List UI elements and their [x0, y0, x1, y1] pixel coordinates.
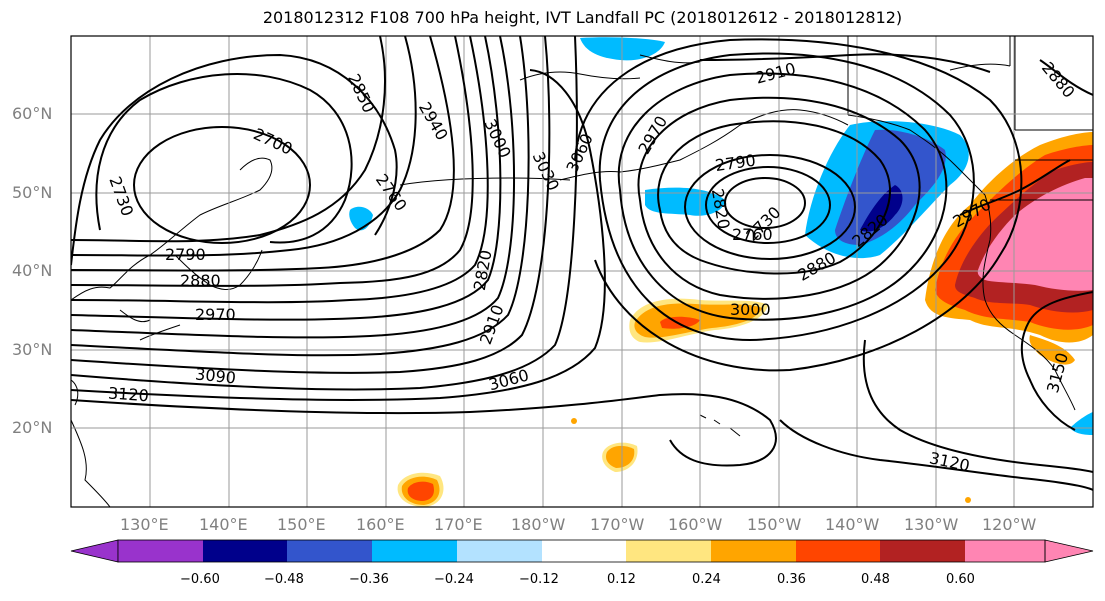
height-contours — [71, 36, 1093, 491]
contour-ridge-6 — [71, 36, 502, 321]
lat-label-60n: 60°N — [12, 104, 53, 123]
contour-ridge-10 — [71, 36, 578, 391]
gridlines — [71, 36, 1093, 507]
lat-label-40n: 40°N — [12, 261, 53, 280]
colorbar-tick-label: 0.48 — [861, 572, 890, 587]
colorbar-segment — [542, 540, 626, 562]
coastline-north-america — [982, 36, 1093, 411]
colorbar-segment — [457, 540, 542, 562]
contour-ridge-7 — [71, 36, 516, 339]
ivt-positive-subtropical-east-core — [660, 316, 700, 329]
contour-label: 2760 — [732, 225, 773, 244]
coastline-hawaii — [699, 414, 741, 437]
contour-low-east-1 — [724, 177, 806, 229]
contour-label: 2970 — [195, 305, 236, 324]
contour-3120 — [71, 393, 777, 467]
lon-label-180w: 180°W — [511, 515, 566, 534]
colorbar-tick-label: −0.24 — [434, 572, 474, 587]
figure-title: 2018012312 F108 700 hPa height, IVT Land… — [262, 8, 903, 27]
colorbar — [70, 539, 1094, 563]
map-body: 2700 2730 2760 2790 2880 2970 3090 3120 … — [71, 36, 1093, 507]
lon-label-130w: 130°W — [904, 515, 959, 534]
colorbar-segment — [965, 540, 1045, 562]
colorbar-extend-low — [70, 539, 119, 563]
coastline-aleutians — [399, 177, 571, 186]
colorbar-tick-label: −0.12 — [519, 572, 559, 587]
contour-label: 3090 — [194, 364, 236, 387]
ivt-positive-dot-2 — [965, 497, 971, 503]
contour-ridge-11 — [71, 69, 606, 401]
colorbar-frame — [117, 539, 1046, 563]
contour-low-east-8 — [574, 38, 1023, 372]
colorbar-extend-high — [1044, 539, 1094, 563]
colorbar-tick-label: 0.24 — [692, 572, 721, 587]
lon-label-140w: 140°W — [825, 515, 880, 534]
lon-label-140e: 140°E — [199, 515, 248, 534]
contour-label: 3120 — [107, 383, 149, 405]
contour-low-west-1 — [133, 126, 311, 244]
colorbar-segment — [118, 540, 203, 562]
contour-3120-east — [862, 339, 1093, 473]
contour-low-west-2 — [95, 72, 353, 244]
colorbar-segment — [626, 540, 711, 562]
contour-low-east-6 — [617, 72, 948, 321]
lat-label-20n: 20°N — [12, 418, 53, 437]
contour-label: 3000 — [730, 300, 771, 319]
contour-low-east-4 — [657, 120, 891, 275]
colorbar-tick-label: 0.12 — [607, 572, 636, 587]
colorbar-tick-label: −0.36 — [349, 572, 389, 587]
lon-label-150w: 150°W — [747, 515, 802, 534]
colorbar-segment — [796, 540, 880, 562]
lat-label-50n: 50°N — [12, 183, 53, 202]
contour-ridge-1 — [71, 36, 386, 243]
contour-ridge-9 — [71, 36, 551, 374]
contour-ridge-5 — [71, 36, 489, 304]
contour-low-west-3 — [71, 53, 398, 266]
coastline-alaska — [559, 36, 986, 196]
lon-label-170e: 170°E — [434, 515, 483, 534]
ivt-positive-westcoast-core — [977, 178, 1093, 291]
map-frame — [70, 35, 1094, 508]
contour-ridge-3 — [71, 36, 455, 272]
colorbar-segment — [287, 540, 372, 562]
contour-low-east-3 — [684, 154, 856, 260]
colorbar-segment — [711, 540, 796, 562]
contour-label: 2880 — [180, 271, 221, 290]
colorbar-tick-label: 0.60 — [946, 572, 975, 587]
colorbar-segment — [880, 540, 965, 562]
colorbar-tick-label: −0.48 — [264, 572, 304, 587]
lat-label-30n: 30°N — [12, 340, 53, 359]
colorbar-tick-label: −0.60 — [180, 572, 220, 587]
contour-2910-east — [699, 53, 991, 73]
colorbar-tick-label: 0.36 — [777, 572, 806, 587]
colorbar-segment — [372, 540, 457, 562]
contour-ridge-2 — [71, 36, 417, 257]
lon-label-130e: 130°E — [120, 515, 169, 534]
lon-label-160w: 160°W — [668, 515, 723, 534]
ivt-negative-gulf-alaska-core — [860, 185, 903, 232]
lon-label-120w: 120°W — [982, 515, 1037, 534]
contour-3150 — [779, 291, 1093, 491]
contour-ridge-4 — [71, 36, 474, 287]
contour-low-east-5 — [637, 96, 921, 300]
colorbar-segment — [203, 540, 287, 562]
lon-label-170w: 170°W — [590, 515, 645, 534]
contour-label: 2790 — [165, 245, 206, 264]
ivt-positive-hawaii-north-inner — [606, 445, 635, 468]
contour-2970-east — [959, 59, 1093, 216]
contour-ridge-8 — [71, 36, 530, 357]
ivt-positive-central-core — [407, 481, 434, 501]
lon-label-150e: 150°E — [277, 515, 326, 534]
coastline-arctic — [519, 36, 1011, 81]
contour-low-east-2 — [705, 166, 831, 244]
ivt-negative-southeast — [1070, 412, 1093, 435]
lon-label-160e: 160°E — [356, 515, 405, 534]
ivt-positive-dot-1 — [571, 418, 577, 424]
